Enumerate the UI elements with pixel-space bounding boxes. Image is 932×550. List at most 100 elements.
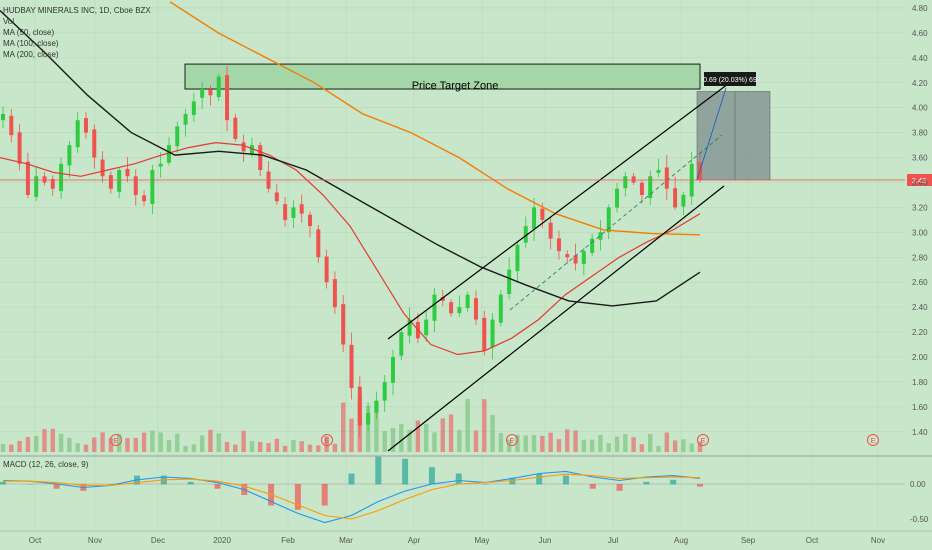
volume-bar xyxy=(42,429,47,452)
volume-bar xyxy=(515,434,520,452)
candle-body xyxy=(664,167,669,189)
candle-body xyxy=(606,207,611,233)
price-target-zone xyxy=(184,63,701,90)
volume-bar xyxy=(374,401,379,452)
earnings-marker-label: E xyxy=(325,438,330,445)
volume-bar xyxy=(282,445,288,452)
time-axis[interactable]: Oct Nov Dec 2020 Feb Mar Apr May Jun Jul Aug Sep Oct… xyxy=(29,536,885,545)
volume-bar xyxy=(50,428,55,452)
measure-line xyxy=(696,87,727,181)
candle-body xyxy=(490,319,495,348)
candle-body xyxy=(308,214,313,227)
candle-body xyxy=(249,145,254,154)
earnings-marker xyxy=(697,434,709,446)
price-tick-label: 1.60 xyxy=(912,403,928,412)
volume-bar xyxy=(341,402,346,452)
earnings-marker xyxy=(506,434,518,446)
candle-body xyxy=(175,126,180,147)
candle-body xyxy=(573,255,578,264)
candle-body xyxy=(324,256,329,283)
candle-body xyxy=(424,319,429,336)
earnings-marker xyxy=(867,434,879,446)
volume-bar xyxy=(67,437,72,452)
candle-body xyxy=(449,302,454,314)
candle-body xyxy=(158,163,163,167)
volume-bar xyxy=(457,429,462,452)
volume-bar xyxy=(349,418,354,452)
volume-bar xyxy=(540,435,545,452)
macd-histogram-bar xyxy=(321,484,328,506)
candle-body xyxy=(150,170,155,204)
macd-histogram-bar xyxy=(187,481,194,485)
volume-bar xyxy=(58,433,64,452)
volume-bar xyxy=(299,441,304,452)
volume-bar xyxy=(656,445,661,452)
macd-histogram-bar xyxy=(589,484,596,489)
candle-body xyxy=(142,195,147,202)
candle-body xyxy=(590,238,595,253)
channel-lower-line xyxy=(387,185,725,452)
volume-bar xyxy=(382,430,387,452)
candle-body xyxy=(656,170,661,173)
candle-body xyxy=(623,176,628,189)
candle-body xyxy=(75,120,80,148)
candle-body xyxy=(615,188,620,208)
candle-body xyxy=(366,413,371,425)
macd-histogram-bar xyxy=(536,473,543,485)
time-tick-label: Dec xyxy=(151,536,165,545)
volume-bar xyxy=(175,433,180,452)
candle-body xyxy=(565,254,570,258)
volume-bar xyxy=(506,439,512,452)
candle-body xyxy=(648,176,653,199)
time-tick-label: Feb xyxy=(281,536,295,545)
earnings-marker xyxy=(110,434,122,446)
volume-bar xyxy=(166,440,172,452)
legend-title: HUDBAY MINERALS INC, 1D, Cboe BZX xyxy=(3,6,151,15)
candle-body xyxy=(25,161,30,195)
candle-body xyxy=(390,356,395,383)
volume-bar xyxy=(589,439,595,452)
volume-bar xyxy=(33,435,39,452)
legend-ma50: MA (50, close) xyxy=(3,28,54,37)
volume-bar xyxy=(332,443,338,452)
macd-tick-label: 0.00 xyxy=(910,480,926,489)
volume-bar xyxy=(548,432,553,452)
candle-body xyxy=(681,194,686,207)
signal-line xyxy=(3,473,701,520)
candle-body xyxy=(258,145,263,171)
volume-bar xyxy=(432,432,437,452)
macd-pane xyxy=(0,456,905,524)
volume-bar xyxy=(25,437,31,452)
volume-bar xyxy=(150,430,155,452)
price-tick-label: 1.40 xyxy=(912,428,928,437)
volume-bar xyxy=(664,432,670,452)
time-tick-label: Aug xyxy=(674,536,688,545)
candle-body xyxy=(208,89,213,96)
price-axis[interactable]: 4.80 4.60 4.40 4.20 4.00 3.80 3.60 3.40 3.20 3.00… xyxy=(912,4,928,437)
volume-bar xyxy=(266,443,271,452)
macd-histogram-bar xyxy=(53,484,60,489)
candle-body xyxy=(548,222,553,239)
candle-body xyxy=(200,89,205,98)
volume-bar xyxy=(423,423,429,452)
time-tick-label: Nov xyxy=(88,536,102,545)
volume-bar xyxy=(133,437,138,452)
volume-bar xyxy=(465,398,470,452)
volume-bar xyxy=(440,418,445,452)
volume-bar xyxy=(241,430,246,452)
price-tick-label: 3.20 xyxy=(912,203,928,212)
candle-body xyxy=(133,176,138,195)
volume-bar xyxy=(141,432,147,452)
candle-body xyxy=(1,113,5,121)
volume-bar xyxy=(639,444,645,452)
macd-histogram-bar xyxy=(643,481,650,485)
candle-body xyxy=(631,176,636,183)
candle-body xyxy=(581,251,586,264)
candle-body xyxy=(382,381,387,401)
candle-body xyxy=(540,208,545,220)
legend-macd: MACD (12, 26, close, 9) xyxy=(3,460,89,469)
candle-body xyxy=(183,113,188,125)
candle-body xyxy=(92,129,97,158)
